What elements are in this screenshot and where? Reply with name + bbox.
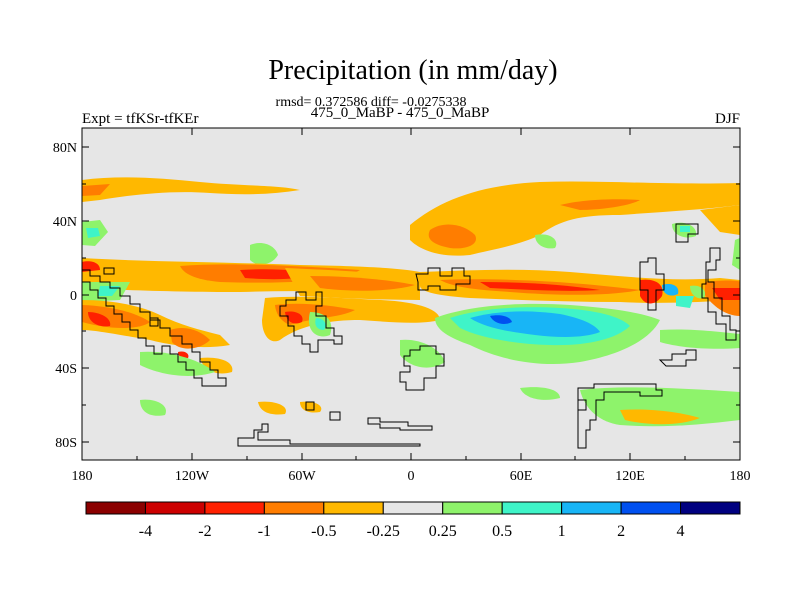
- anomaly-region: [258, 401, 286, 415]
- coastline: [639, 257, 665, 311]
- anomaly-region: [680, 226, 690, 232]
- colorbar-box: [263, 501, 325, 515]
- anomaly-region: [315, 318, 326, 330]
- anomaly-region: [428, 224, 476, 249]
- coastline: [367, 417, 433, 431]
- colorbar-box: [501, 501, 563, 515]
- colorbar-label: 2: [617, 523, 625, 540]
- anomaly-region: [88, 312, 111, 327]
- anomaly-region: [535, 234, 557, 249]
- coastline: [279, 291, 343, 353]
- colorbar-label: -4: [139, 523, 152, 540]
- lon-tick-label: 60E: [510, 469, 533, 484]
- lon-tick-label: 180: [72, 469, 93, 484]
- coastline: [237, 423, 421, 447]
- anomaly-region: [560, 199, 640, 210]
- colorbar-label: 0.5: [492, 523, 512, 540]
- subtitle: 475_0_MaBP - 475_0_MaBP: [310, 105, 490, 121]
- colorbar: -4 -2 -1 -0.5 -0.25 0.25 0.5 1 2 4: [85, 501, 741, 540]
- coastline: [329, 411, 341, 421]
- coastline: [415, 267, 471, 291]
- anomaly-region: [712, 288, 740, 300]
- lon-tick-label: 120E: [615, 469, 645, 484]
- experiment-label: Expt = tfKSr-tfKEr: [82, 111, 199, 127]
- coastline: [149, 317, 159, 327]
- anomaly-region: [676, 296, 694, 308]
- anomaly-region: [662, 284, 679, 296]
- anomaly-region: [82, 177, 300, 202]
- coastline: [577, 399, 587, 411]
- lat-tick-label: 40N: [53, 215, 77, 230]
- coastline: [577, 383, 663, 449]
- colorbar-label: -0.5: [311, 523, 336, 540]
- lon-tick-label: 0: [408, 469, 415, 484]
- colorbar-box: [144, 501, 206, 515]
- anomaly-region: [140, 399, 166, 416]
- anomaly-region: [660, 329, 740, 349]
- anomaly-region: [82, 261, 100, 272]
- anomaly-region: [490, 315, 512, 324]
- plot-title: Precipitation (in mm/day): [268, 55, 558, 86]
- anomaly-region: [250, 243, 278, 265]
- colorbar-label: -1: [258, 523, 271, 540]
- coastline: [658, 349, 697, 367]
- anomaly-region: [86, 228, 100, 238]
- precip-anomaly-field: [82, 177, 740, 427]
- coastline: [675, 223, 699, 243]
- anomaly-region: [285, 311, 303, 324]
- anomaly-region: [732, 238, 740, 270]
- lon-tick-label: 180: [730, 469, 751, 484]
- coastline: [305, 401, 315, 411]
- colorbar-box: [680, 501, 741, 515]
- anomaly-region: [310, 276, 415, 291]
- colorbar-box: [442, 501, 503, 515]
- lat-tick-label: 80S: [55, 436, 77, 451]
- colorbar-label: 4: [677, 523, 685, 540]
- anomaly-region: [300, 401, 322, 413]
- colorbar-box: [85, 501, 146, 515]
- anomaly-region: [400, 339, 445, 368]
- anomaly-region: [82, 184, 110, 196]
- anomaly-region: [700, 205, 740, 235]
- anomaly-region: [520, 387, 560, 400]
- coastline: [399, 345, 445, 391]
- colorbar-label: 1: [558, 523, 566, 540]
- colorbar-box: [382, 501, 444, 515]
- anomaly-region: [480, 282, 600, 291]
- anomaly-region: [690, 285, 706, 299]
- season-label: DJF: [714, 111, 740, 127]
- anomaly-region: [620, 409, 700, 425]
- axis-ticks: [82, 128, 740, 460]
- lat-tick-label: 80N: [53, 141, 77, 156]
- coastline: [82, 269, 227, 387]
- lat-tick-label: 0: [70, 289, 77, 304]
- colorbar-box: [620, 501, 682, 515]
- colorbar-box: [561, 501, 622, 515]
- anomaly-region: [580, 387, 740, 427]
- coastline: [701, 247, 737, 341]
- lon-tick-label: 120W: [175, 469, 210, 484]
- colorbar-label: 0.25: [429, 523, 457, 540]
- lon-tick-label: 60W: [288, 469, 316, 484]
- colorbar-box: [323, 501, 384, 515]
- coastline: [103, 267, 115, 275]
- anomaly-region: [170, 328, 210, 349]
- coastlines: [82, 223, 737, 449]
- colorbar-box: [204, 501, 265, 515]
- stats-line: rmsd= 0.372586 diff= -0.0275338: [275, 95, 467, 110]
- lat-tick-label: 40S: [55, 362, 77, 377]
- anomaly-region: [410, 181, 740, 256]
- colorbar-label: -2: [198, 523, 211, 540]
- anomaly-region: [140, 351, 215, 376]
- anomaly-region: [640, 279, 663, 304]
- colorbar-label: -0.25: [367, 523, 400, 540]
